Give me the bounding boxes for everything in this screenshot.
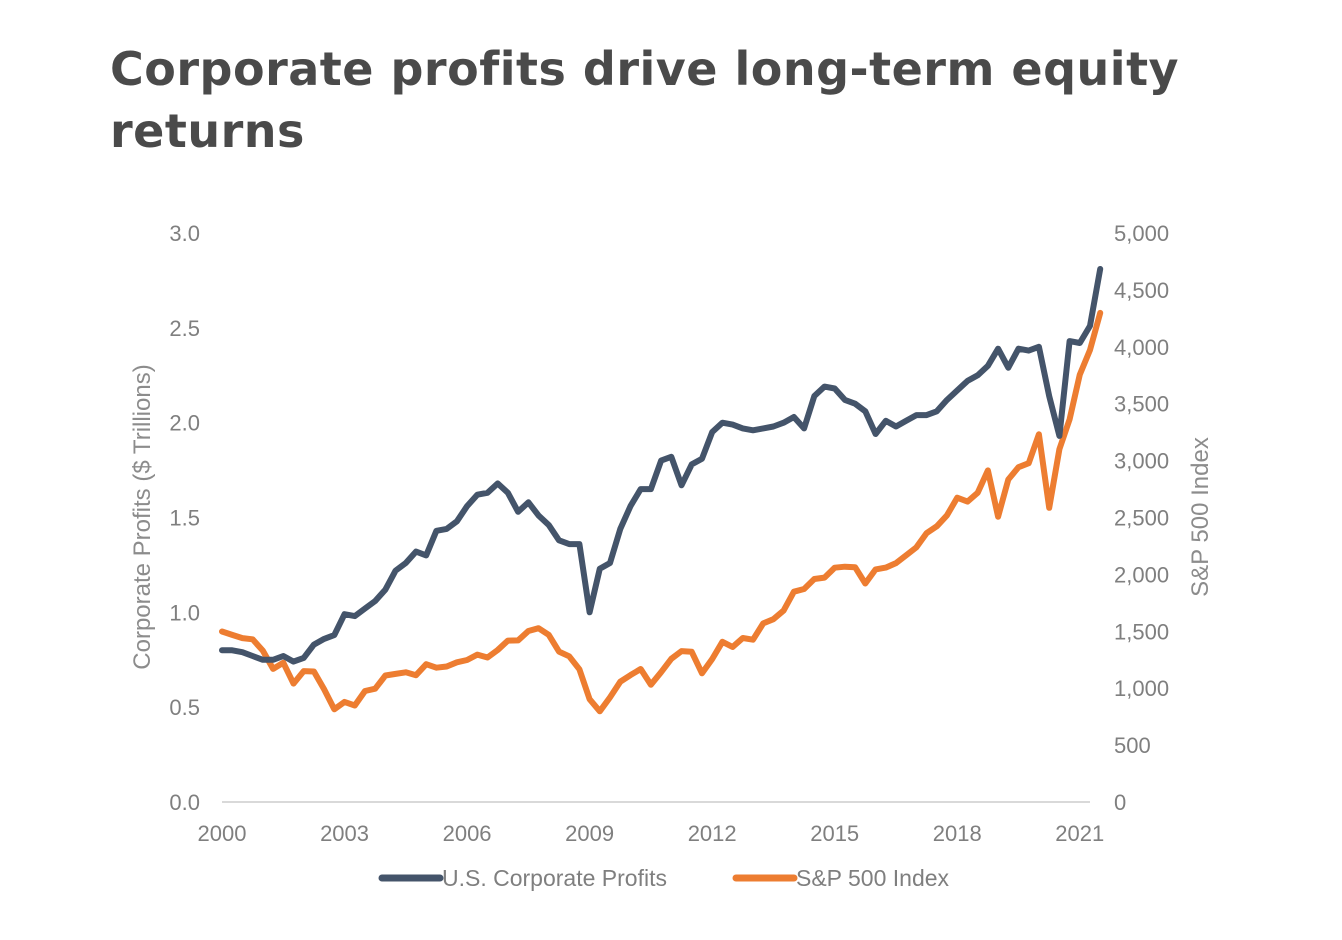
x-tick-label-2015: 2015	[810, 821, 859, 846]
right-y-tick-label-5,000: 5,000	[1114, 221, 1169, 246]
legend: U.S. Corporate Profits S&P 500 Index	[378, 865, 950, 891]
series-lines	[219, 266, 1104, 715]
legend-label-corporate-profits: U.S. Corporate Profits	[442, 865, 667, 891]
x-tick-label-2000: 2000	[198, 821, 247, 846]
right-y-tick-labels: 0 500 1,000 1,500 2,000 2,500 3,000 3,500 4,000 4…	[1114, 221, 1169, 815]
x-tick-label-2006: 2006	[443, 821, 492, 846]
right-y-tick-label-500: 500	[1114, 733, 1151, 758]
left-y-tick-label-3.0: 3.0	[169, 221, 200, 246]
right-y-tick-label-0: 0	[1114, 790, 1126, 815]
right-y-tick-label-1,500: 1,500	[1114, 619, 1169, 644]
right-y-tick-label-2,000: 2,000	[1114, 562, 1169, 587]
right-y-tick-label-3,500: 3,500	[1114, 392, 1169, 417]
right-y-tick-label-2,500: 2,500	[1114, 506, 1169, 531]
series-line-sp500-index	[219, 309, 1104, 715]
left-y-tick-label-1.0: 1.0	[169, 600, 200, 625]
left-y-tick-labels: 0.0 0.5 1.0 1.5 2.0 2.5 3.0	[169, 221, 200, 815]
left-y-tick-label-0.5: 0.5	[169, 695, 200, 720]
legend-label-sp500: S&P 500 Index	[796, 865, 950, 891]
page-title: Corporate profits drive long-term equity…	[110, 42, 1180, 158]
left-y-axis-title: Corporate Profits ($ Trillions)	[129, 364, 156, 669]
right-y-axis-title: S&P 500 Index	[1187, 437, 1214, 597]
x-tick-labels: 2000 2003 2006 2009 2012 2015 2018 2021	[198, 821, 1105, 846]
left-y-tick-label-2.0: 2.0	[169, 411, 200, 436]
x-tick-label-2009: 2009	[565, 821, 614, 846]
left-y-tick-label-1.5: 1.5	[169, 506, 200, 531]
x-tick-label-2018: 2018	[933, 821, 982, 846]
right-y-tick-label-4,500: 4,500	[1114, 278, 1169, 303]
x-tick-label-2003: 2003	[320, 821, 369, 846]
right-y-tick-label-3,000: 3,000	[1114, 449, 1169, 474]
right-y-tick-label-4,000: 4,000	[1114, 335, 1169, 360]
right-y-tick-label-1,000: 1,000	[1114, 676, 1169, 701]
x-tick-label-2012: 2012	[688, 821, 737, 846]
series-line-corporate-profits	[219, 266, 1104, 665]
left-y-tick-label-0.0: 0.0	[169, 790, 200, 815]
x-tick-label-2021: 2021	[1055, 821, 1104, 846]
left-y-tick-label-2.5: 2.5	[169, 316, 200, 341]
